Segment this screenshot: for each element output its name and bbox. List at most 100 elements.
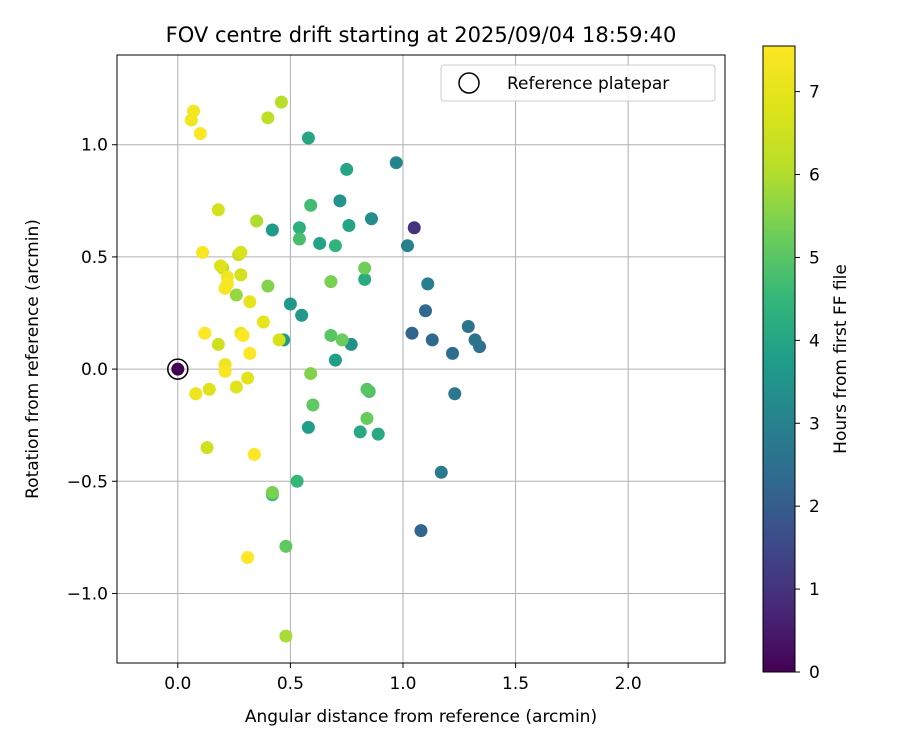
colorbar-gradient [762, 45, 796, 673]
data-point-14 [364, 212, 378, 226]
data-point-56 [211, 337, 225, 351]
data-point-26 [342, 219, 356, 233]
y-tick-label-2: 0.0 [81, 360, 108, 380]
data-point-43 [358, 261, 372, 275]
x-tick-label-0: 0.0 [164, 674, 191, 694]
data-point-34 [304, 198, 318, 212]
x-axis-label: Angular distance from reference (arcmin) [245, 707, 597, 727]
data-point-55 [200, 441, 214, 455]
y-tick-label-4: 1.0 [81, 136, 108, 156]
data-point-32 [290, 474, 304, 488]
data-point-13 [389, 156, 403, 170]
data-point-47 [261, 279, 275, 293]
data-point-82 [241, 551, 255, 565]
data-point-31 [328, 239, 342, 253]
x-axis-ticks: 0.0 0.5 1.0 1.5 2.0 [164, 663, 642, 694]
data-point-37 [360, 382, 374, 396]
data-point-17 [283, 297, 297, 311]
data-point-42 [360, 411, 374, 425]
data-point-27 [353, 425, 367, 439]
data-point-50 [250, 214, 264, 228]
data-point-52 [261, 111, 275, 125]
data-point-19 [265, 223, 279, 237]
data-point-21 [301, 420, 315, 434]
data-point-64 [241, 371, 255, 385]
data-point-74 [218, 281, 232, 295]
colorbar-tick-label-6: 6 [809, 166, 820, 186]
data-point-9 [448, 387, 462, 401]
data-point-29 [358, 272, 372, 286]
x-tick-label-4: 2.0 [615, 674, 642, 694]
data-point-46 [304, 367, 318, 381]
reference-point-dot [171, 362, 185, 376]
data-point-41 [335, 333, 349, 347]
data-point-12 [400, 239, 414, 253]
y-axis-ticks: −1.0 −0.5 0.0 0.5 1.0 [67, 136, 117, 604]
colorbar-tick-label-0: 0 [809, 663, 820, 683]
colorbar-tick-label-1: 1 [809, 580, 820, 600]
data-point-30 [292, 221, 306, 235]
chart-title: FOV centre drift starting at 2025/09/04 … [166, 23, 677, 47]
data-point-23 [313, 236, 327, 250]
grid-lines [117, 55, 725, 663]
data-point-24 [340, 162, 354, 176]
colorbar-tick-label-7: 7 [809, 83, 820, 103]
colorbar-ticks: 0 1 2 3 4 5 6 7 [795, 83, 820, 683]
legend-entry-reference: Reference platepar [507, 74, 669, 94]
data-point-2 [405, 326, 419, 340]
reference-point-ring [167, 358, 189, 380]
data-point-28 [371, 427, 385, 441]
data-point-48 [229, 288, 243, 302]
data-point-62 [202, 382, 216, 396]
data-point-59 [272, 333, 286, 347]
data-point-45 [265, 485, 279, 499]
data-point-3 [419, 304, 433, 318]
data-point-5 [446, 346, 460, 360]
x-tick-label-2: 1.0 [389, 674, 416, 694]
data-point-25 [301, 131, 315, 145]
data-point-57 [234, 268, 248, 282]
data-point-18 [295, 308, 309, 322]
data-point-79 [236, 328, 250, 342]
data-point-49 [279, 629, 293, 643]
data-point-11 [421, 277, 435, 291]
plot-frame [116, 54, 726, 664]
x-tick-label-1: 0.5 [277, 674, 304, 694]
data-point-61 [214, 259, 228, 273]
data-point-81 [247, 447, 261, 461]
data-point-80 [243, 346, 257, 360]
colorbar-tick-label-5: 5 [809, 248, 820, 268]
colorbar-tick-label-4: 4 [809, 331, 820, 351]
x-tick-label-3: 1.5 [502, 674, 529, 694]
data-point-1 [414, 524, 428, 538]
data-point-7 [468, 333, 482, 347]
data-point-44 [324, 275, 338, 289]
data-point-65 [256, 315, 270, 329]
data-point-22 [328, 353, 342, 367]
data-point-39 [279, 539, 293, 553]
data-point-40 [306, 398, 320, 412]
legend: Reference platepar [440, 64, 716, 102]
reference-marker-icon [458, 72, 480, 94]
colorbar-label: Hours from first FF file [831, 264, 851, 454]
data-point-10 [434, 465, 448, 479]
y-tick-label-1: −0.5 [67, 472, 108, 492]
data-point-4 [425, 333, 439, 347]
data-point-71 [184, 113, 198, 127]
y-tick-label-3: 0.5 [81, 248, 108, 268]
data-point-63 [229, 380, 243, 394]
data-point-51 [274, 95, 288, 109]
data-point-76 [218, 364, 232, 378]
data-point-35 [292, 232, 306, 246]
colorbar-tick-label-3: 3 [809, 414, 820, 434]
data-points [167, 95, 487, 643]
data-point-38 [324, 328, 338, 342]
colorbar: 0 1 2 3 4 5 6 7 Hours from first FF file [762, 45, 851, 683]
data-point-77 [193, 127, 207, 141]
y-axis-label: Rotation from reference (arcmin) [23, 219, 43, 499]
data-point-69 [189, 387, 203, 401]
legend-box [440, 64, 716, 102]
colorbar-tick-label-2: 2 [809, 497, 820, 517]
data-point-58 [211, 203, 225, 217]
